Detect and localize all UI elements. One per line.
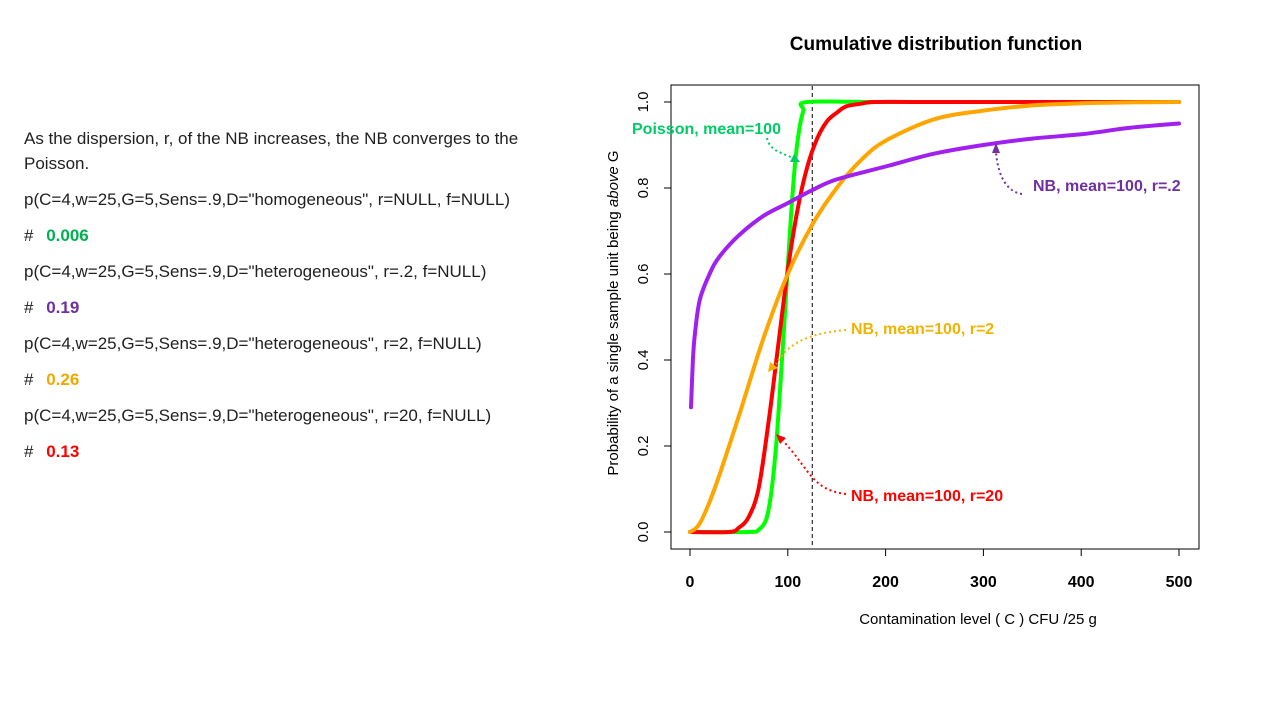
hash-mark: # — [24, 442, 34, 461]
poisson-label: Poisson, mean=100 — [632, 121, 781, 138]
series-layer — [688, 99, 1181, 535]
hash-mark: # — [24, 226, 34, 245]
nb-r20-pointer — [783, 441, 847, 495]
call-line-1: p(C=4,w=25,G=5,Sens=.9,D="homogeneous", … — [24, 190, 510, 209]
hash-mark: # — [24, 298, 34, 317]
series-line-nb-mean-100-r-20 — [688, 99, 1181, 535]
x-axis: 0 100 200 300 400 500 — [686, 548, 1193, 591]
result-line-4: # 0.13 — [24, 439, 564, 464]
notes-panel: As the dispersion, r, of the NB increase… — [24, 126, 564, 475]
nb-r2-pointer — [775, 329, 847, 365]
result-value-1: 0.006 — [46, 226, 89, 245]
nb-r20-arrowhead — [776, 434, 786, 444]
nb-r20-label: NB, mean=100, r=20 — [851, 488, 1003, 505]
y-axis-label-prefix: Probability of a single sample unit bein… — [605, 207, 622, 476]
x-tick-label: 300 — [970, 574, 997, 591]
nb-r02-arrowhead — [992, 143, 1000, 153]
nb-r2-arrowhead — [768, 362, 778, 372]
y-axis: 0.0 0.2 0.4 0.6 0.8 1.0 — [635, 92, 672, 543]
result-value-4: 0.13 — [46, 442, 80, 461]
poisson-arrowhead — [790, 154, 800, 162]
x-tick-label: 500 — [1166, 574, 1193, 591]
annotation-arrows — [766, 137, 1023, 495]
result-line-1: # 0.006 — [24, 223, 564, 248]
x-tick-label: 100 — [774, 574, 801, 591]
y-tick-label: 1.0 — [635, 92, 652, 113]
y-axis-label: Probability of a single sample unit bein… — [605, 150, 622, 475]
series-line-nb-mean-100-r-2 — [689, 121, 1181, 410]
y-tick-label: 0.6 — [635, 264, 652, 285]
call-line-4: p(C=4,w=25,G=5,Sens=.9,D="heterogeneous"… — [24, 406, 492, 425]
y-tick-label: 0.2 — [635, 436, 652, 457]
result-line-2: # 0.19 — [24, 295, 564, 320]
hash-mark: # — [24, 370, 34, 389]
result-value-2: 0.19 — [46, 298, 80, 317]
y-axis-label-italic: above — [605, 166, 622, 207]
annotation-arrowheads — [768, 143, 1000, 444]
y-tick-label: 0.8 — [635, 178, 652, 199]
nb-r02-label: NB, mean=100, r=.2 — [1033, 178, 1181, 195]
chart-title: Cumulative distribution function — [790, 34, 1082, 55]
series-line-nb-mean-100-r-2 — [688, 100, 1181, 534]
x-tick-label: 200 — [872, 574, 899, 591]
result-line-3: # 0.26 — [24, 367, 564, 392]
call-line-3: p(C=4,w=25,G=5,Sens=.9,D="heterogeneous"… — [24, 334, 482, 353]
y-tick-label: 0.4 — [635, 350, 652, 371]
y-tick-label: 0.0 — [635, 522, 652, 543]
nb-r2-label: NB, mean=100, r=2 — [851, 321, 994, 338]
intro-text: As the dispersion, r, of the NB increase… — [24, 129, 519, 173]
x-tick-label: 0 — [686, 574, 695, 591]
poisson-pointer — [766, 137, 798, 161]
result-value-3: 0.26 — [46, 370, 80, 389]
y-axis-label-suffix: G — [605, 150, 622, 166]
x-tick-label: 400 — [1068, 574, 1095, 591]
nb-r02-pointer — [995, 151, 1023, 195]
x-axis-label: Contamination level ( C ) CFU /25 g — [859, 611, 1097, 628]
annotation-labels: Poisson, mean=100 NB, mean=100, r=.2 NB,… — [632, 121, 1181, 505]
call-line-2: p(C=4,w=25,G=5,Sens=.9,D="heterogeneous"… — [24, 262, 487, 281]
